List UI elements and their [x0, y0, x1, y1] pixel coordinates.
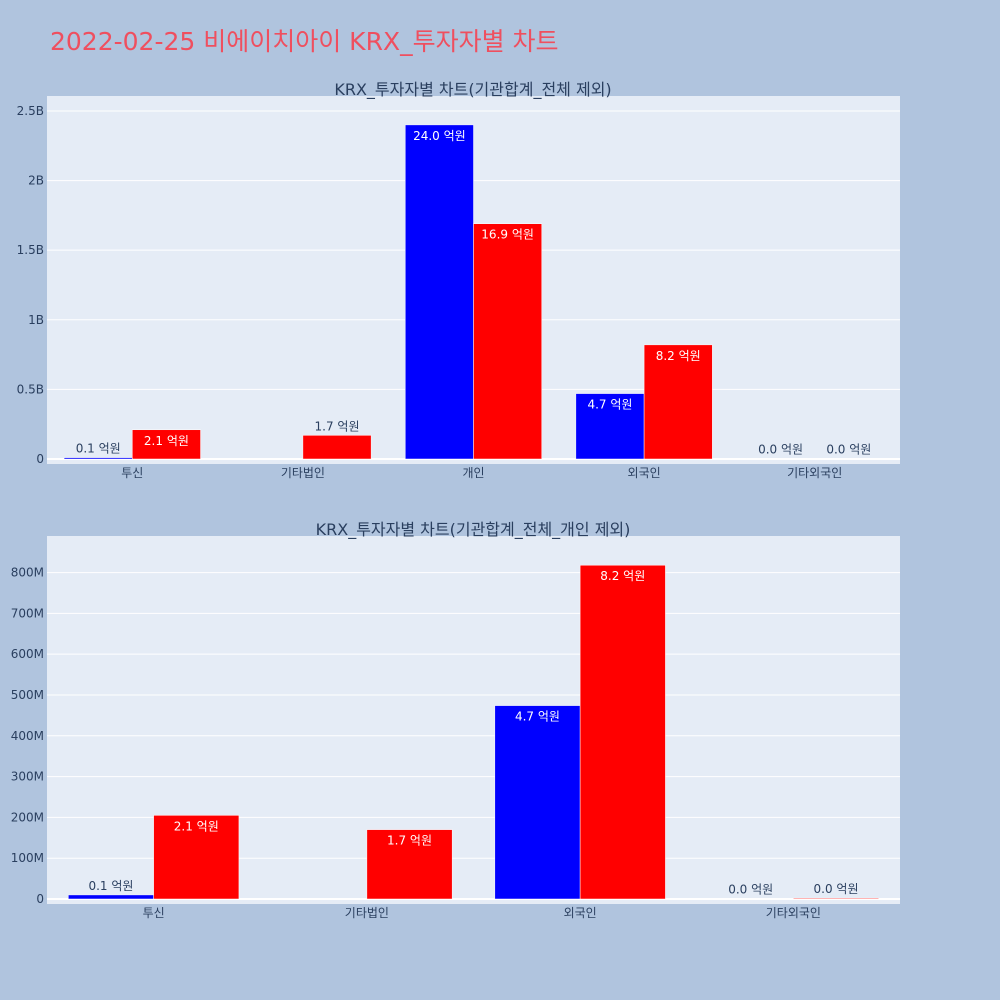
page-title: 2022-02-25 비에이치아이 KRX_투자자별 차트 — [50, 27, 559, 56]
data-label: 0.1 억원 — [88, 879, 133, 893]
y-tick-label: 400M — [11, 729, 44, 743]
y-tick-label: 0 — [36, 892, 44, 906]
bar — [153, 815, 240, 900]
y-tick-label: 100M — [11, 851, 44, 865]
bar — [575, 393, 645, 460]
chart-title: KRX_투자자별 차트(기관합계_전체 제외) — [334, 80, 611, 100]
data-label: 8.2 억원 — [600, 569, 645, 583]
y-tick-label: 1B — [28, 313, 44, 327]
data-label: 16.9 억원 — [481, 228, 534, 242]
y-tick-label: 300M — [11, 770, 44, 784]
data-label: 0.1 억원 — [76, 442, 121, 456]
data-label: 0.0 억원 — [814, 882, 859, 896]
y-tick-label: 800M — [11, 566, 44, 580]
bar — [132, 429, 201, 460]
y-tick-label: 200M — [11, 810, 44, 824]
y-tick-label: 2B — [28, 174, 44, 188]
data-label: 1.7 억원 — [387, 834, 432, 848]
data-label: 0.0 억원 — [826, 443, 871, 457]
data-label: 24.0 억원 — [413, 129, 466, 143]
y-tick-label: 0.5B — [17, 382, 44, 396]
bar — [63, 457, 133, 460]
y-tick-label: 500M — [11, 688, 44, 702]
x-tick-label: 기타외국인 — [787, 466, 842, 480]
data-label: 2.1 억원 — [144, 434, 189, 448]
x-tick-label: 외국인 — [628, 466, 661, 480]
bar — [366, 829, 453, 900]
data-label: 1.7 억원 — [315, 419, 360, 433]
chart-bottom: KRX_투자자별 차트(기관합계_전체_개인 제외) 0 100M 200M 300M 4… — [11, 520, 900, 920]
x-tick-label: 기타외국인 — [766, 906, 821, 920]
bar — [302, 435, 372, 460]
bar — [494, 705, 581, 900]
data-label: 0.0 억원 — [728, 883, 773, 897]
bar — [405, 124, 474, 460]
x-tick-label: 외국인 — [564, 906, 597, 920]
data-label: 0.0 억원 — [758, 443, 803, 457]
chart-top: KRX_투자자별 차트(기관합계_전체 제외) 0 0.5B 1B 1.5B 2B 2.5B… — [17, 80, 900, 480]
bar — [68, 894, 154, 900]
bar — [473, 223, 542, 460]
y-tick-label: 1.5B — [17, 243, 44, 257]
data-label: 8.2 억원 — [656, 349, 701, 363]
x-tick-label: 투신 — [143, 906, 165, 920]
y-tick-label: 700M — [11, 606, 44, 620]
y-tick-label: 0 — [36, 452, 44, 466]
x-tick-label: 기타법인 — [281, 466, 325, 480]
chart-title: KRX_투자자별 차트(기관합계_전체_개인 제외) — [316, 520, 631, 540]
x-tick-label: 기타법인 — [345, 906, 389, 920]
data-label: 2.1 억원 — [174, 819, 219, 833]
bar — [579, 564, 666, 900]
y-tick-label: 2.5B — [17, 104, 44, 118]
x-tick-label: 투신 — [121, 466, 143, 480]
data-label: 4.7 억원 — [515, 710, 560, 724]
bar — [643, 344, 713, 460]
y-tick-label: 600M — [11, 647, 44, 661]
x-tick-label: 개인 — [462, 466, 484, 480]
bar — [793, 897, 879, 900]
data-label: 4.7 억원 — [587, 398, 632, 412]
